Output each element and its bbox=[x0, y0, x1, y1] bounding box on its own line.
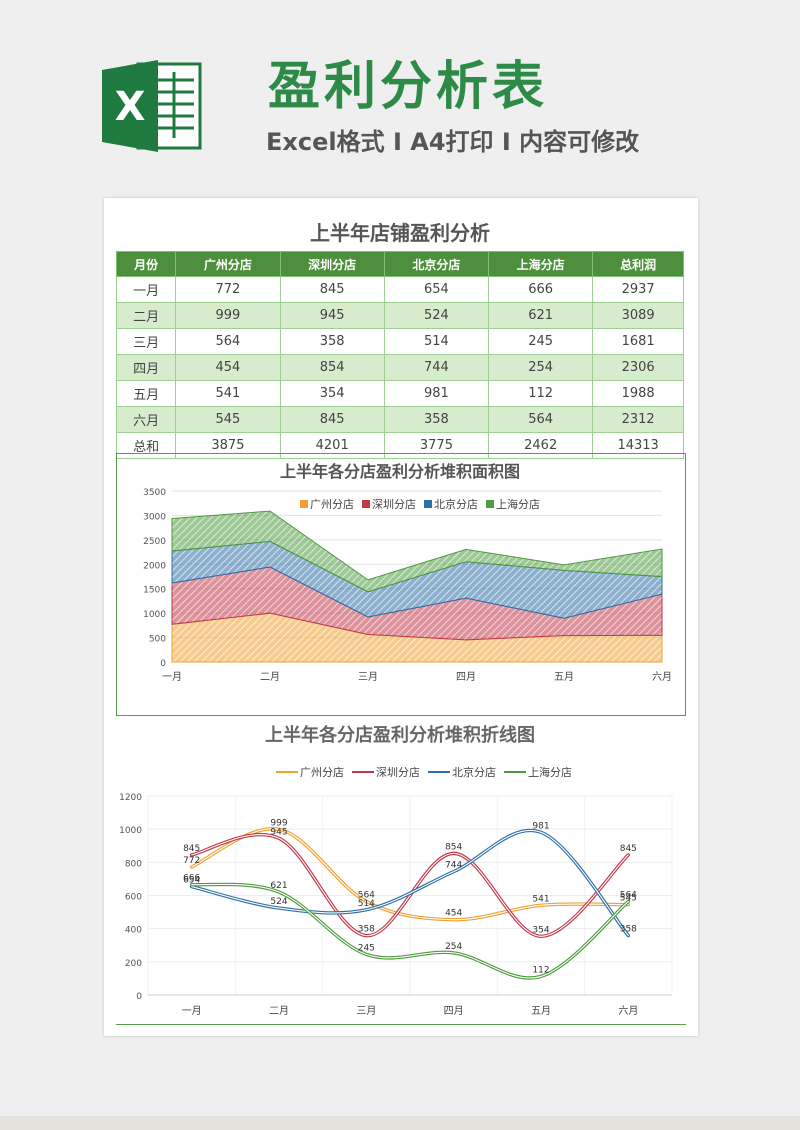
table-cell: 1988 bbox=[592, 380, 684, 407]
area-series-4 bbox=[171, 510, 663, 593]
area-chart-title: 上半年各分店盈利分析堆积面积图 bbox=[279, 462, 520, 481]
table-cell: 454 bbox=[175, 354, 281, 381]
profit-table: 月份 广州分店 深圳分店 北京分店 上海分店 总利润 一月 772 845 654 66… bbox=[115, 251, 684, 459]
legend-label: 北京分店 bbox=[434, 498, 478, 511]
table-cell: 二月 bbox=[115, 302, 177, 329]
table-cell: 358 bbox=[383, 406, 490, 433]
table-cell: 358 bbox=[279, 328, 385, 355]
column-header: 上海分店 bbox=[488, 251, 594, 277]
line-chart-title: 上半年各分店盈利分析堆积折线图 bbox=[265, 725, 535, 746]
table-row: 二月 999 945 524 621 3089 bbox=[115, 302, 684, 329]
legend-line bbox=[276, 771, 298, 773]
table-cell: 744 bbox=[383, 354, 490, 381]
table-cell: 666 bbox=[488, 276, 594, 303]
table-row: 六月 545 845 358 564 2312 bbox=[115, 406, 684, 433]
x-tick-label: 四月 bbox=[456, 671, 476, 683]
y-tick-label: 3500 bbox=[143, 488, 166, 498]
legend-swatch bbox=[486, 500, 494, 508]
table-cell: 654 bbox=[383, 276, 490, 303]
legend-label: 深圳分店 bbox=[372, 498, 416, 511]
legend-item: 北京分店 bbox=[428, 764, 496, 780]
table-header-row: 月份 广州分店 深圳分店 北京分店 上海分店 总利润 bbox=[115, 251, 684, 277]
x-tick-label: 一月 bbox=[162, 671, 182, 683]
column-header: 广州分店 bbox=[175, 251, 281, 277]
legend-item: 上海分店 bbox=[486, 496, 540, 512]
table-cell: 112 bbox=[488, 380, 594, 407]
table-cell: 564 bbox=[488, 406, 594, 433]
excel-logo-icon: X bbox=[102, 60, 202, 152]
legend-swatch bbox=[362, 500, 370, 508]
legend-item: 上海分店 bbox=[504, 764, 572, 780]
table-row: 四月 454 854 744 254 2306 bbox=[115, 354, 684, 381]
column-header: 北京分店 bbox=[383, 251, 490, 277]
legend-item: 广州分店 bbox=[300, 496, 354, 512]
table-cell: 4201 bbox=[279, 432, 385, 459]
y-tick-label: 1500 bbox=[143, 586, 166, 596]
table-row: 一月 772 845 654 666 2937 bbox=[115, 276, 684, 303]
table-cell: 3089 bbox=[592, 302, 684, 329]
x-tick-label: 五月 bbox=[554, 671, 574, 683]
x-tick-label: 三月 bbox=[358, 671, 378, 683]
y-tick-label: 2000 bbox=[143, 561, 166, 571]
legend-label: 北京分店 bbox=[452, 766, 496, 779]
table-cell: 999 bbox=[175, 302, 281, 329]
table-title: 上半年店铺盈利分析 bbox=[310, 221, 490, 245]
line-chart-legend: 广州分店 深圳分店 北京分店 上海分店 bbox=[276, 764, 572, 780]
legend-line bbox=[428, 771, 450, 773]
legend-label: 上海分店 bbox=[496, 498, 540, 511]
column-header: 总利润 bbox=[592, 251, 684, 277]
table-cell: 1681 bbox=[592, 328, 684, 355]
legend-swatch bbox=[424, 500, 432, 508]
legend-label: 广州分店 bbox=[300, 766, 344, 779]
column-header: 月份 bbox=[115, 251, 177, 277]
legend-item: 北京分店 bbox=[424, 496, 478, 512]
table-cell: 三月 bbox=[115, 328, 177, 355]
table-cell: 541 bbox=[175, 380, 281, 407]
y-tick-label: 3000 bbox=[143, 512, 166, 522]
x-tick-label: 二月 bbox=[260, 671, 280, 683]
table-cell: 六月 bbox=[115, 406, 177, 433]
table-cell: 3875 bbox=[175, 432, 281, 459]
table-cell: 845 bbox=[279, 276, 385, 303]
x-tick-label: 六月 bbox=[652, 671, 672, 683]
y-tick-label: 0 bbox=[160, 659, 166, 669]
y-tick-label: 1000 bbox=[143, 610, 166, 620]
table-cell: 854 bbox=[279, 354, 385, 381]
legend-swatch bbox=[300, 500, 308, 508]
legend-label: 广州分店 bbox=[310, 498, 354, 511]
legend-label: 深圳分店 bbox=[376, 766, 420, 779]
table-row: 总和 3875 4201 3775 2462 14313 bbox=[115, 432, 684, 459]
legend-item: 广州分店 bbox=[276, 764, 344, 780]
table-cell: 14313 bbox=[592, 432, 684, 459]
page-subtitle: Excel格式 I A4打印 I 内容可修改 bbox=[266, 128, 640, 156]
page-shadow-floor bbox=[0, 1116, 800, 1130]
table-cell: 545 bbox=[175, 406, 281, 433]
y-tick-label: 500 bbox=[149, 635, 166, 645]
area-chart-frame bbox=[116, 453, 686, 716]
table-cell: 621 bbox=[488, 302, 594, 329]
table-cell: 总和 bbox=[115, 432, 177, 459]
table-cell: 五月 bbox=[115, 380, 177, 407]
legend-item: 深圳分店 bbox=[362, 496, 416, 512]
legend-label: 上海分店 bbox=[528, 766, 572, 779]
area-chart-legend: 广州分店 深圳分店 北京分店 上海分店 bbox=[300, 496, 540, 512]
y-tick-label: 2500 bbox=[143, 537, 166, 547]
table-cell: 2462 bbox=[488, 432, 594, 459]
divider bbox=[116, 1024, 686, 1025]
excel-logo-letter: X bbox=[115, 84, 146, 130]
legend-line bbox=[504, 771, 526, 773]
legend-item: 深圳分店 bbox=[352, 764, 420, 780]
column-header: 深圳分店 bbox=[279, 251, 385, 277]
table-cell: 四月 bbox=[115, 354, 177, 381]
legend-line bbox=[352, 771, 374, 773]
page-title: 盈利分析表 bbox=[268, 57, 549, 117]
